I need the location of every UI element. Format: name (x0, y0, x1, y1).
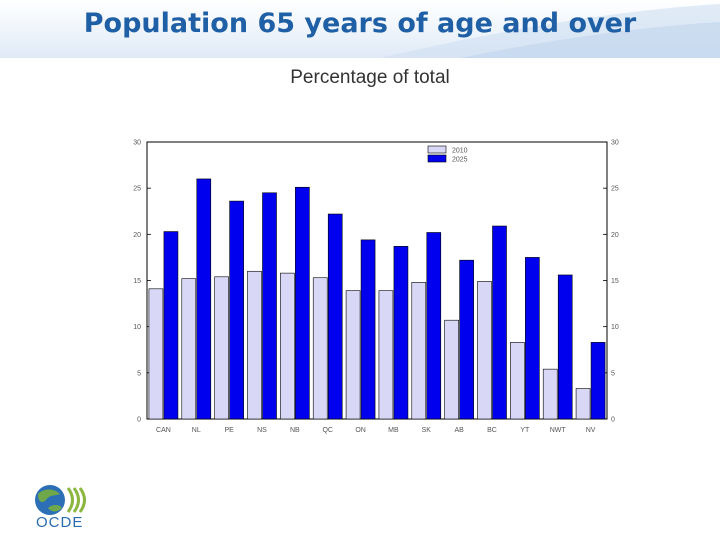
x-tick-label-CAN: CAN (156, 427, 171, 434)
bar-2025-NB (295, 186, 310, 420)
page-title: Population 65 years of age and over (83, 8, 637, 39)
bar-2010-MB (378, 290, 394, 420)
bar-2010-QC (312, 277, 328, 420)
bar-2025-AB (459, 259, 474, 420)
bar-2025-YT (525, 257, 540, 420)
bar-2010-ON (345, 290, 361, 420)
bar-2025-NS (262, 192, 277, 420)
y-tick-label-right: 25 (611, 186, 619, 193)
x-tick-label-YT: YT (520, 427, 530, 434)
y-tick-label-right: 20 (611, 232, 619, 239)
y-tick-label-left: 15 (133, 278, 141, 285)
x-tick-label-BC: BC (487, 427, 497, 434)
bar-2010-NB (280, 272, 295, 420)
x-tick-label-NL: NL (192, 427, 201, 434)
bar-2025-QC (327, 213, 343, 420)
header-banner (0, 0, 720, 58)
bar-2025-CAN (163, 231, 179, 420)
y-tick-label-right: 15 (611, 278, 619, 285)
x-tick-label-PE: PE (224, 427, 234, 434)
oecd-globe-icon (35, 485, 86, 515)
y-tick-label-left: 20 (133, 232, 141, 239)
bar-2025-NL (196, 178, 212, 420)
bar-2025-NWT (557, 274, 573, 420)
x-tick-label-NWT: NWT (550, 427, 567, 434)
x-tick-label-NV: NV (586, 427, 596, 434)
bar-2010-CAN (148, 288, 164, 420)
bar-2010-BC (477, 281, 492, 420)
y-tick-label-right: 5 (611, 370, 615, 377)
legend-label-2025: 2025 (452, 157, 468, 164)
bar-2025-MB (393, 246, 409, 420)
oecd-logo-text: OCDE (36, 514, 84, 531)
bar-2010-AB (444, 319, 459, 420)
y-tick-label-right: 30 (611, 140, 619, 147)
legend-label-2010: 2010 (452, 148, 468, 155)
bar-2010-NV (575, 388, 591, 420)
y-tick-label-left: 10 (133, 324, 141, 331)
x-tick-label-ON: ON (355, 427, 366, 434)
bar-2010-NWT (542, 368, 558, 420)
bar-2010-YT (510, 342, 525, 420)
bar-2025-PE (229, 200, 244, 420)
legend-swatch-2010 (427, 145, 447, 154)
x-tick-label-QC: QC (322, 427, 333, 434)
header-swoosh-decoration (380, 4, 720, 58)
y-tick-label-left: 25 (133, 186, 141, 193)
x-tick-label-AB: AB (454, 427, 464, 434)
x-tick-label-NS: NS (257, 427, 267, 434)
bar-2010-NS (247, 270, 262, 420)
y-tick-label-right: 10 (611, 324, 619, 331)
y-tick-label-left: 0 (137, 417, 141, 424)
bar-2010-NL (181, 278, 197, 420)
x-tick-label-SK: SK (422, 427, 432, 434)
chart-subtitle: Percentage of total (290, 67, 450, 88)
x-tick-label-MB: MB (388, 427, 399, 434)
y-tick-label-left: 5 (137, 370, 141, 377)
bar-2010-SK (411, 282, 427, 420)
legend-swatch-2025 (427, 154, 447, 163)
bar-2010-PE (214, 276, 229, 420)
bar-2025-BC (492, 225, 507, 420)
bar-2025-NV (590, 342, 606, 420)
bar-2025-ON (360, 239, 376, 420)
x-tick-label-NB: NB (290, 427, 300, 434)
y-tick-label-right: 0 (611, 417, 615, 424)
bar-2025-SK (426, 232, 442, 420)
y-tick-label-left: 30 (133, 140, 141, 147)
